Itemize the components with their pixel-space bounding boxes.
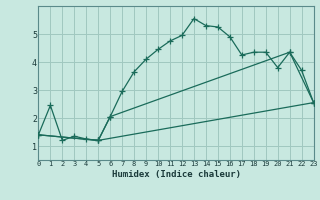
X-axis label: Humidex (Indice chaleur): Humidex (Indice chaleur) bbox=[111, 170, 241, 179]
